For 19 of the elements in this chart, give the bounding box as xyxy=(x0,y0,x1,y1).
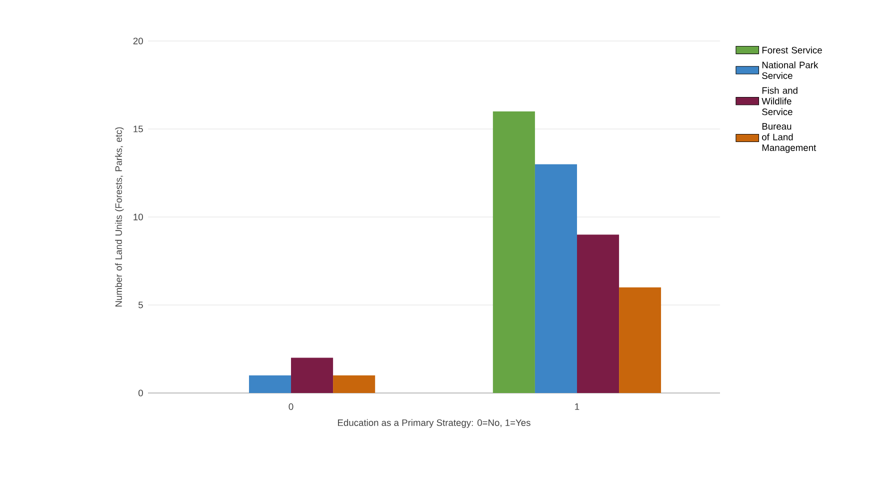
bar xyxy=(291,358,334,393)
y-tick-label: 20 xyxy=(133,38,143,44)
bar xyxy=(492,111,535,393)
y-tick-label: 0 xyxy=(138,390,143,396)
legend-label: Bureau of Land Management xyxy=(762,123,816,153)
legend-label: National Park Service xyxy=(762,61,818,79)
bar xyxy=(577,234,620,393)
y-tick-label: 15 xyxy=(134,126,143,132)
x-axis-title: Education as a Primary Strategy: 0=No, 1=Yes xyxy=(338,419,530,428)
bar xyxy=(248,375,292,393)
y-tick-label: 5 xyxy=(138,302,143,308)
legend-label: Forest Service xyxy=(762,46,822,54)
y-tick-label: 10 xyxy=(134,214,143,220)
x-tick-label: 1 xyxy=(575,403,580,410)
bar xyxy=(333,375,376,393)
bar xyxy=(534,164,577,393)
y-axis-title: Number of Land Units (Forests, Parks, etc) xyxy=(115,127,124,306)
legend-label: Fish and Wildlife Service xyxy=(762,86,798,116)
bar xyxy=(619,287,662,393)
